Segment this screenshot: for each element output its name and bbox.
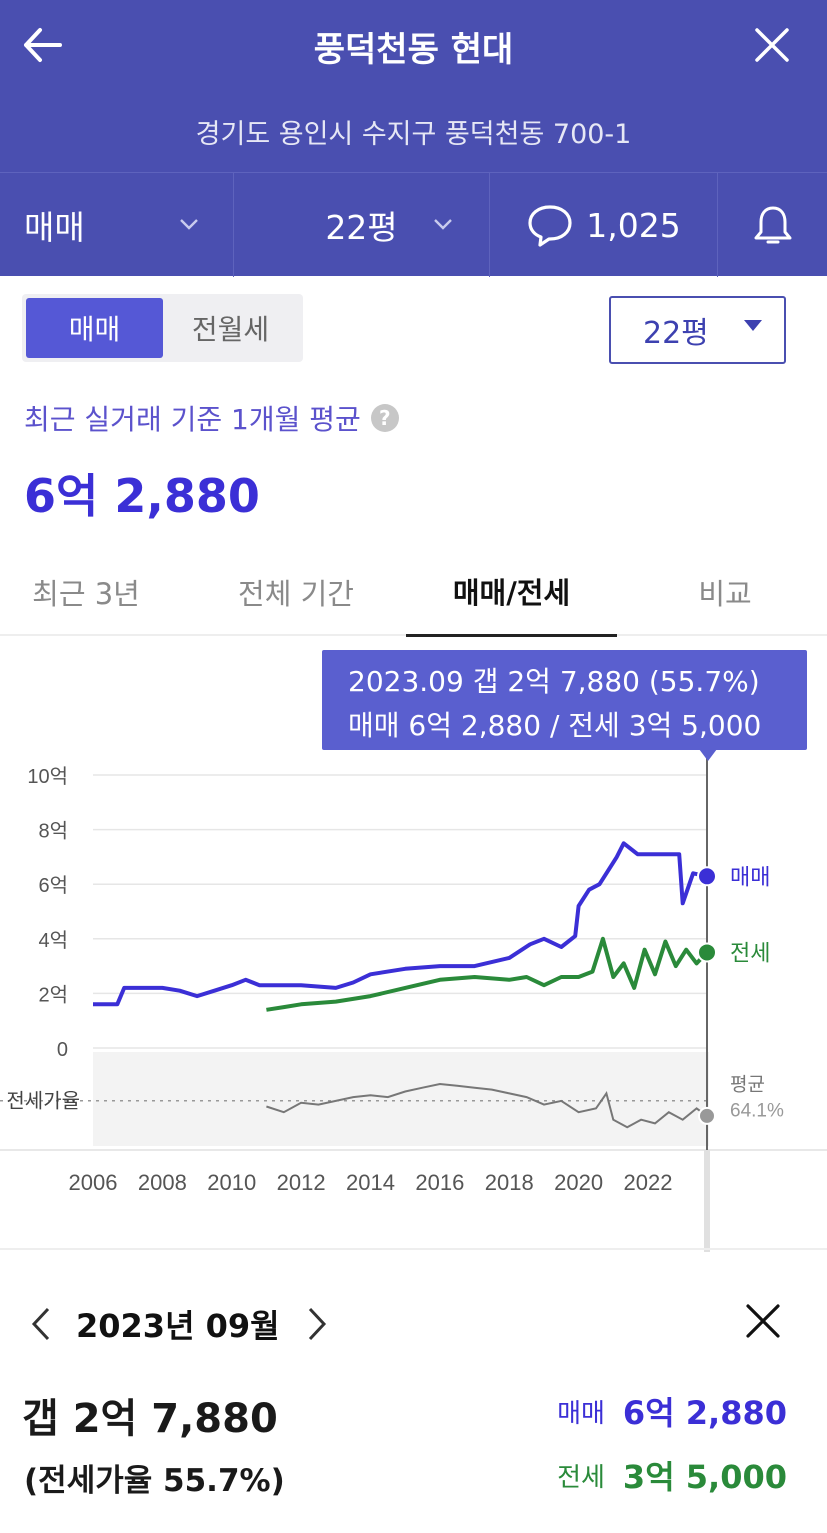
- size-select-value: 22평: [643, 316, 709, 351]
- tab-compare[interactable]: 비교: [698, 577, 752, 611]
- y-tick-label: 6억: [38, 874, 68, 897]
- rent-price-row: 전세 3억 5,000: [557, 1452, 787, 1498]
- chevron-right-icon: [308, 1307, 326, 1341]
- tab-all-period[interactable]: 전체 기간: [238, 577, 354, 611]
- rent-series-line: [266, 936, 709, 1012]
- comments-button[interactable]: 1,025: [490, 173, 718, 277]
- deal-type-label: 매매: [24, 208, 85, 247]
- detail-month: 2023년 09월: [76, 1307, 280, 1345]
- y-tick-label: 8억: [38, 820, 68, 843]
- month-navigator: 2023년 09월: [22, 1296, 336, 1352]
- page-title: 풍덕천동 현대: [313, 30, 514, 70]
- bell-icon: [754, 206, 791, 244]
- deal-type-dropdown[interactable]: 매매: [0, 173, 234, 277]
- chevron-down-icon: [434, 219, 452, 230]
- rent-series-label: 전세: [730, 941, 770, 966]
- size-select[interactable]: 22평: [609, 296, 786, 364]
- sale-series-label: 매매: [730, 865, 770, 890]
- segment-sale[interactable]: 매매: [26, 298, 163, 358]
- caret-down-icon: [744, 320, 762, 331]
- comment-count: 1,025: [586, 205, 681, 245]
- chart-tooltip: 2023.09 갭 2억 7,880 (55.7%) 매매 6억 2,880 /…: [322, 650, 807, 750]
- sale-end-point: [697, 866, 717, 887]
- average-price: 6억 2,880: [24, 469, 260, 523]
- size-label: 22평: [325, 208, 398, 247]
- rent-value: 3억 5,000: [622, 1458, 787, 1496]
- x-tick-label: 2018: [485, 1170, 534, 1195]
- help-icon[interactable]: ?: [370, 404, 399, 432]
- chevron-left-icon: [31, 1307, 50, 1341]
- close-icon: [746, 1304, 780, 1338]
- close-button[interactable]: [747, 20, 797, 70]
- comment-icon: [528, 205, 572, 247]
- x-tick-label: 2020: [554, 1170, 603, 1195]
- segment-rent[interactable]: 전월세: [191, 313, 270, 346]
- ratio-end-point: [698, 1106, 716, 1125]
- y-tick-label: 2억: [38, 983, 68, 1006]
- prev-month-button[interactable]: [22, 1299, 60, 1349]
- x-tick-label: 2012: [277, 1170, 326, 1195]
- x-tick-label: 2022: [624, 1170, 673, 1195]
- tooltip-pointer: [699, 749, 717, 761]
- ratio-series-line: [266, 1082, 708, 1129]
- ratio-band: [93, 1052, 709, 1146]
- deal-segment-control: 매매 전월세: [22, 294, 303, 362]
- ratio-average-value: 64.1%: [730, 1101, 784, 1122]
- app-header: 풍덕천동 현대 경기도 용인시 수지구 풍덕천동 700-1 매매 22평 1,…: [0, 0, 827, 277]
- x-tick-label: 2006: [69, 1170, 118, 1195]
- y-tick-label: 4억: [38, 929, 68, 952]
- rent-end-point: [697, 942, 717, 963]
- address: 경기도 용인시 수지구 풍덕천동 700-1: [195, 119, 632, 150]
- detail-close-button[interactable]: [740, 1298, 786, 1344]
- sale-value: 6억 2,880: [622, 1394, 787, 1432]
- y-tick-label: 10억: [27, 765, 68, 788]
- filter-toolbar: 매매 22평 1,025: [0, 172, 827, 277]
- x-tick-label: 2008: [138, 1170, 187, 1195]
- ratio-average-label: 평균: [730, 1074, 765, 1096]
- average-label-row: 최근 실거래 기준 1개월 평균 ?: [24, 398, 399, 438]
- gap-amount: 갭 2억 7,880: [22, 1396, 278, 1442]
- rent-label: 전세: [557, 1462, 605, 1493]
- sale-price-row: 매매 6억 2,880: [557, 1388, 787, 1434]
- y-tick-label: 0: [57, 1039, 68, 1061]
- tooltip-line-1: 2023.09 갭 2억 7,880 (55.7%): [348, 665, 760, 698]
- size-dropdown[interactable]: 22평: [234, 173, 490, 277]
- average-label: 최근 실거래 기준 1개월 평균: [24, 403, 361, 436]
- price-chart[interactable]: 10억 8억 6억 4억 2억 0 전세가율 2006 2008 2010 2012 2014 2016…: [0, 638, 827, 1252]
- back-button[interactable]: [18, 20, 68, 70]
- sale-series-line: [93, 841, 708, 1007]
- tab-recent-3y[interactable]: 최근 3년: [32, 577, 140, 611]
- divider: [0, 1248, 827, 1250]
- ratio-axis-label: 전세가율: [6, 1089, 80, 1113]
- x-tick-label: 2010: [207, 1170, 256, 1195]
- tooltip-line-2: 매매 6억 2,880 / 전세 3억 5,000: [348, 709, 762, 742]
- sale-label: 매매: [557, 1398, 605, 1429]
- chevron-down-icon: [180, 219, 198, 230]
- x-tick-label: 2016: [415, 1170, 464, 1195]
- alert-button[interactable]: [718, 173, 827, 277]
- arrow-left-icon: [24, 28, 62, 62]
- period-tabs: 최근 3년 전체 기간 매매/전세 비교: [0, 548, 827, 637]
- x-tick-label: 2014: [346, 1170, 395, 1195]
- close-icon: [755, 28, 789, 62]
- jeonse-ratio: (전세가율 55.7%): [24, 1463, 285, 1499]
- tab-sale-rent[interactable]: 매매/전세: [406, 548, 617, 637]
- next-month-button[interactable]: [298, 1299, 336, 1349]
